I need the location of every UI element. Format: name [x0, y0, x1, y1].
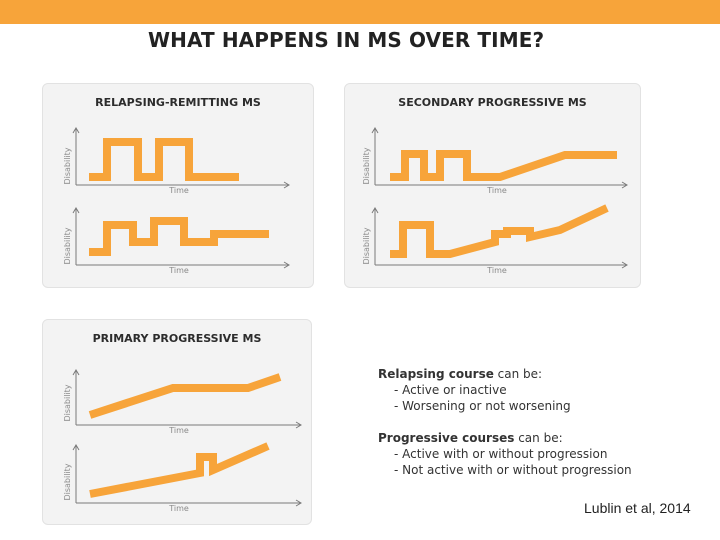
panel-title-secondary-progressive: SECONDARY PROGRESSIVE MS	[398, 96, 587, 109]
top-accent-bar	[0, 0, 720, 24]
page-title: WHAT HAPPENS IN MS OVER TIME?	[148, 28, 545, 52]
panel-secondary-progressive: SECONDARY PROGRESSIVE MS Disability Time…	[344, 83, 641, 288]
progressive-course-heading: Progressive courses can be:	[378, 430, 632, 446]
x-axis-label: Time	[168, 426, 189, 435]
relapsing-course-rest: can be:	[493, 367, 543, 381]
x-axis-arrow	[621, 261, 628, 269]
x-axis-label: Time	[486, 186, 507, 195]
x-axis-label: Time	[168, 266, 189, 275]
progressive-course-rest: can be:	[514, 431, 563, 445]
course-line	[89, 217, 269, 256]
course-notes: Relapsing course can be: - Active or ina…	[378, 366, 632, 478]
y-axis-label: Disability	[63, 384, 72, 421]
relapsing-note-item: - Active or inactive	[394, 383, 507, 397]
y-axis-label: Disability	[362, 227, 371, 264]
panel-relapsing-remitting: RELAPSING-REMITTING MS Disability Time D…	[42, 83, 314, 288]
x-axis-arrow	[283, 181, 290, 189]
y-axis-arrow	[72, 127, 80, 134]
y-axis-label: Disability	[63, 147, 72, 184]
y-axis-label: Disability	[63, 227, 72, 264]
progressive-note-item: - Not active with or without progression	[394, 463, 632, 477]
x-axis-arrow	[283, 261, 290, 269]
x-axis-arrow	[295, 421, 302, 429]
course-line	[89, 442, 270, 498]
x-axis-label: Time	[486, 266, 507, 275]
course-line	[390, 150, 617, 181]
y-axis-arrow	[371, 207, 379, 214]
x-axis-arrow	[295, 499, 302, 507]
primary-progressive-diagram: Disability Time Disability Time	[63, 369, 302, 513]
x-axis-label: Time	[168, 504, 189, 513]
relapsing-remitting-diagram: Disability Time Disability Time	[63, 127, 290, 275]
progressive-note-item: - Active with or without progression	[394, 447, 608, 461]
panel-title-primary-progressive: PRIMARY PROGRESSIVE MS	[92, 332, 262, 345]
panel-primary-progressive: PRIMARY PROGRESSIVE MS Disability Time D…	[42, 319, 312, 525]
y-axis-arrow	[72, 444, 80, 451]
panel-title-relapsing-remitting: RELAPSING-REMITTING MS	[95, 96, 261, 109]
y-axis-arrow	[72, 369, 80, 376]
y-axis-arrow	[371, 127, 379, 134]
course-line	[390, 204, 609, 258]
course-line	[89, 138, 239, 181]
x-axis-label: Time	[168, 186, 189, 195]
secondary-progressive-diagram: Disability Time Disability Time	[362, 127, 628, 275]
y-axis-label: Disability	[63, 463, 72, 500]
x-axis-arrow	[621, 181, 628, 189]
y-axis-label: Disability	[362, 147, 371, 184]
course-line	[88, 373, 282, 419]
relapsing-course-bold: Relapsing course	[378, 367, 494, 381]
progressive-course-bold: Progressive courses	[378, 431, 515, 445]
citation: Lublin et al, 2014	[584, 500, 691, 516]
relapsing-course-heading: Relapsing course can be:	[378, 366, 632, 382]
y-axis-arrow	[72, 207, 80, 214]
relapsing-note-item: - Worsening or not worsening	[394, 399, 571, 413]
